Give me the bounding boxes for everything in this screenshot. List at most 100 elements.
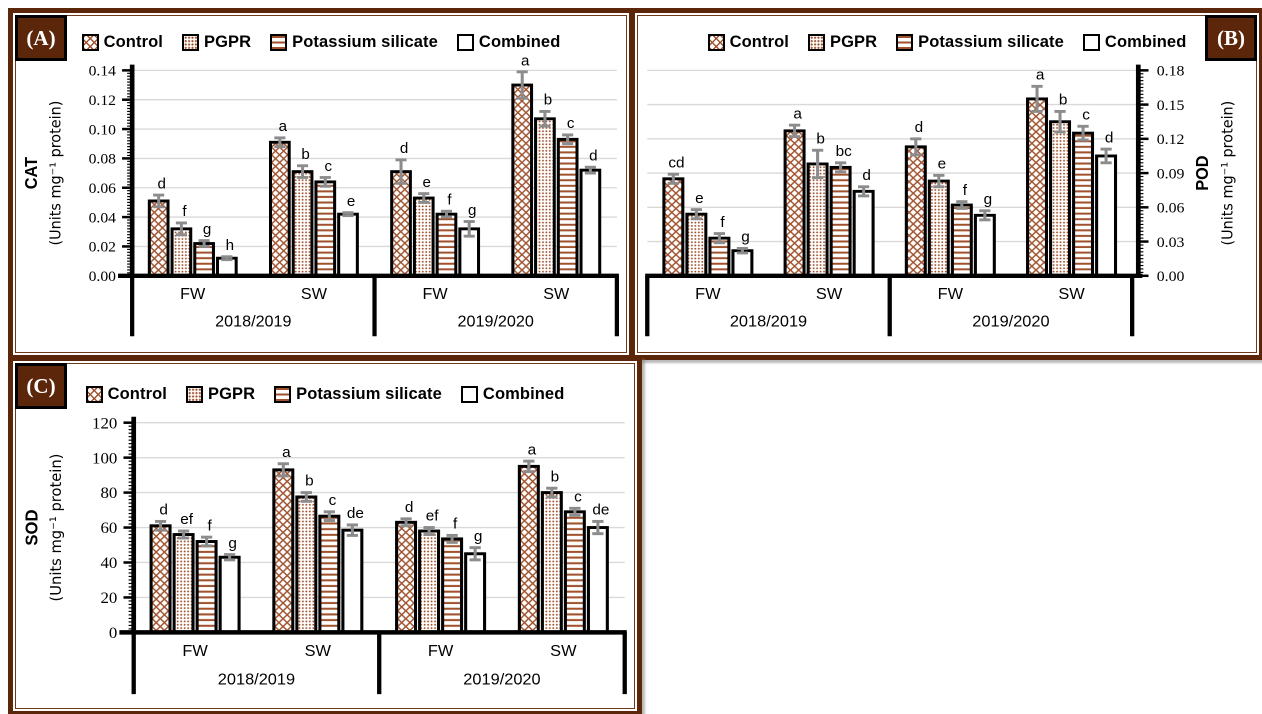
bar-pgpr bbox=[927, 179, 950, 278]
crosshatch-swatch-icon bbox=[85, 385, 103, 403]
error-bar bbox=[175, 221, 187, 237]
group-2018/2019-FW: d fgh bbox=[147, 177, 238, 278]
error-bar bbox=[713, 232, 726, 245]
error-bar bbox=[274, 136, 286, 149]
sig-letter: a bbox=[521, 55, 530, 69]
panel-label-B: (B) bbox=[1205, 15, 1257, 61]
year-label: 2019/2020 bbox=[458, 314, 535, 331]
sig-letter: e bbox=[423, 175, 431, 191]
sig-letter: d bbox=[1105, 131, 1114, 146]
bar-potassium-silicate bbox=[193, 242, 215, 278]
sig-letter: d bbox=[915, 121, 924, 136]
legend-label: Combined bbox=[1104, 32, 1187, 51]
water-label: FW bbox=[180, 286, 205, 303]
legend-item-pgpr: PGPR bbox=[807, 32, 878, 52]
bar-pgpr bbox=[540, 491, 563, 634]
water-label: FW bbox=[428, 642, 454, 660]
legend-label: Control bbox=[107, 384, 167, 403]
bar-control bbox=[783, 129, 806, 278]
error-bar bbox=[1054, 110, 1066, 134]
sig-letter: f bbox=[182, 205, 187, 221]
bar-potassium-silicate bbox=[829, 165, 852, 278]
legend-item-control: Control bbox=[85, 384, 167, 404]
legend-item-combined: Combined bbox=[1082, 32, 1187, 52]
sig-letter: c bbox=[574, 489, 582, 506]
bar-control bbox=[272, 468, 295, 634]
error-bar bbox=[342, 211, 354, 218]
plain-swatch-icon bbox=[460, 385, 478, 403]
y-tick-label: 0.12 bbox=[1157, 131, 1185, 147]
sig-letter: d bbox=[400, 141, 408, 157]
group-2018/2019-FW: def fg bbox=[149, 502, 241, 634]
sig-letter: g bbox=[474, 528, 483, 545]
sig-letter: c bbox=[567, 117, 575, 133]
error-bar bbox=[400, 517, 412, 528]
water-label: SW bbox=[816, 286, 842, 302]
legend-label: Control bbox=[729, 32, 789, 51]
sig-letter: d bbox=[405, 499, 414, 516]
bar-combined bbox=[464, 552, 487, 634]
bar-control bbox=[1026, 97, 1049, 278]
y-tick-label: 0.02 bbox=[89, 239, 116, 256]
error-bar bbox=[463, 220, 475, 238]
y-tick-label: 0.06 bbox=[89, 180, 117, 197]
y-tick-label: 0.06 bbox=[1157, 200, 1185, 216]
legend-label: PGPR bbox=[203, 32, 252, 51]
y-tick-label: 0.00 bbox=[1157, 268, 1185, 284]
chart-B: cdefgabbcddefgabcd0.000.030.060.090.120.… bbox=[645, 63, 1237, 337]
sig-letter: b bbox=[1059, 93, 1068, 108]
y-tick-label: 0.12 bbox=[89, 92, 116, 109]
legend-item-pgpr: PGPR bbox=[181, 32, 252, 52]
error-bar bbox=[297, 164, 309, 179]
error-bar bbox=[177, 529, 190, 540]
crosshatch-swatch-icon bbox=[81, 33, 99, 51]
crosshatch-swatch-icon bbox=[707, 33, 725, 51]
sig-letter: h bbox=[226, 238, 234, 254]
bar-control bbox=[149, 524, 172, 634]
error-bar bbox=[834, 161, 847, 174]
legend-item-combined: Combined bbox=[456, 33, 560, 52]
water-label: FW bbox=[423, 286, 448, 303]
error-bar bbox=[523, 459, 535, 474]
legend-label: PGPR bbox=[829, 32, 878, 51]
bar-pgpr bbox=[806, 162, 829, 278]
panel-A: (A) Control PGPR Potassium silicate Combine… bbox=[8, 8, 634, 360]
error-bar bbox=[469, 546, 481, 562]
y-tick-label: 60 bbox=[100, 519, 117, 538]
sig-letter: a bbox=[793, 107, 802, 122]
error-bar bbox=[200, 535, 213, 548]
error-bar bbox=[418, 192, 430, 204]
legend-label: Potassium silicate bbox=[296, 384, 442, 403]
y-tick-label: 0.08 bbox=[89, 151, 117, 168]
sig-letter: b bbox=[551, 469, 560, 486]
sig-letter: d bbox=[589, 149, 597, 165]
bar-combined bbox=[341, 528, 364, 634]
error-bar bbox=[346, 523, 358, 537]
sig-letter: d bbox=[862, 168, 871, 183]
bar-pgpr bbox=[685, 212, 708, 278]
water-label: FW bbox=[182, 642, 208, 660]
bar-potassium-silicate bbox=[195, 540, 218, 634]
dots-swatch-icon bbox=[185, 385, 203, 403]
sig-letter: bc bbox=[836, 144, 853, 159]
sig-letter: ef bbox=[426, 508, 440, 525]
legend-C: Control PGPR Potassium silicate Combined bbox=[13, 381, 637, 407]
bar-combined bbox=[218, 555, 241, 634]
legend-A: Control PGPR Potassium silicate Combined bbox=[13, 29, 629, 55]
error-bar bbox=[562, 133, 574, 146]
legend-label: PGPR bbox=[207, 384, 256, 403]
bar-pgpr bbox=[295, 495, 318, 634]
plain-swatch-icon bbox=[456, 33, 474, 51]
sig-letter: d bbox=[159, 502, 168, 519]
bar-potassium-silicate bbox=[563, 510, 586, 634]
bar-control bbox=[147, 199, 170, 278]
bar-potassium-silicate bbox=[1072, 131, 1095, 278]
y-tick-label: 20 bbox=[100, 588, 117, 607]
sig-letter: e bbox=[695, 191, 704, 206]
